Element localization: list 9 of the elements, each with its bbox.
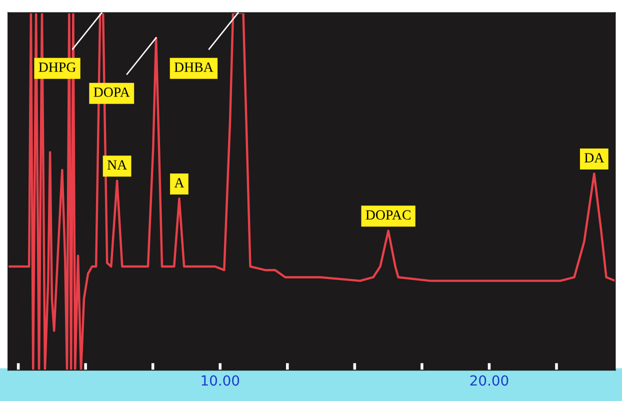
annotation: DHBA [174,62,214,72]
annotation: DOPA [94,88,130,97]
annotation: DA [584,153,604,162]
x-tick-label: 20.00 [470,375,508,386]
annotation: NA [107,160,127,170]
x-tick-label: 10.00 [202,375,240,386]
annotation: DOPAC [366,210,410,220]
annotation: DHPG [38,62,76,72]
annotation: A [174,178,184,188]
